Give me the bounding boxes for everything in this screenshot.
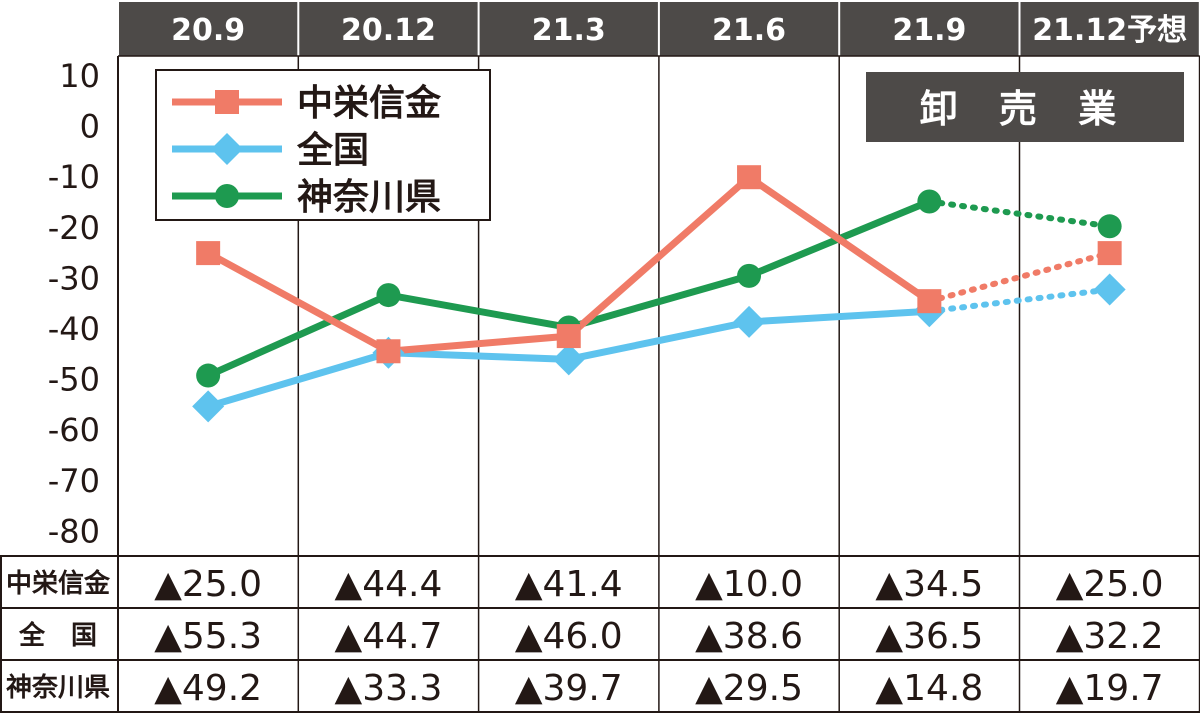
period-header-cell (840, 2, 1019, 56)
y-tick-label: 0 (80, 108, 100, 146)
value-table: 中栄信金 ▲25.0 ▲44.4 ▲41.4 ▲10.0 ▲34.5 ▲25.0 全 国 ▲55… (0, 555, 1200, 713)
y-tick-label: -80 (48, 512, 100, 550)
table-row-label-chuei: 中栄信金 (6, 568, 111, 599)
table-cell-kanagawa: ▲49.2 (154, 668, 262, 709)
table-cell-kanagawa: ▲29.5 (695, 668, 803, 709)
period-label: 21.6 (712, 13, 786, 48)
y-tick-label: 10 (59, 57, 100, 95)
table-cell-national: ▲36.5 (875, 616, 983, 657)
data-point-national (733, 305, 766, 338)
data-point-kanagawa (376, 283, 401, 308)
legend-label-chuei: 中栄信金 (297, 82, 442, 124)
data-point-kanagawa (737, 263, 762, 288)
legend-marker-kanagawa (215, 184, 239, 208)
data-point-chuei (556, 324, 581, 349)
data-point-chuei (917, 289, 942, 314)
sector-badge-bg (866, 72, 1184, 142)
table-cell-kanagawa: ▲39.7 (515, 668, 623, 709)
series-forecast-national (926, 286, 1113, 315)
table-cell-chuei: ▲44.4 (335, 564, 443, 605)
data-point-chuei (196, 241, 221, 266)
table-row-label-kanagawa: 神奈川県 (6, 673, 110, 703)
data-point-national (552, 343, 585, 376)
data-point-kanagawa (917, 189, 942, 214)
table-cell-national: ▲38.6 (695, 616, 803, 657)
period-header: 20.9 20.12 21.3 21.6 21.9 21.12予想 (119, 2, 1199, 56)
table-cell-national: ▲55.3 (154, 616, 262, 657)
table-cell-chuei: ▲25.0 (154, 564, 262, 605)
series-forecast-chuei (926, 250, 1113, 305)
period-label: 21.12予想 (1032, 13, 1187, 48)
table-cell-chuei: ▲10.0 (695, 564, 803, 605)
legend-marker-chuei (215, 90, 239, 114)
data-point-national (192, 390, 225, 423)
y-tick-label: -20 (48, 209, 100, 247)
table-cell-chuei: ▲34.5 (875, 564, 983, 605)
y-tick-label: -40 (48, 310, 100, 348)
legend-marker-national (211, 133, 243, 165)
y-tick-label: -70 (48, 462, 100, 500)
sector-label: 卸 売 業 (920, 87, 1130, 131)
y-tick-label: -10 (48, 158, 100, 196)
table-cell-chuei: ▲41.4 (515, 564, 623, 605)
period-label: 20.9 (171, 13, 245, 48)
data-point-chuei (376, 339, 401, 364)
legend-label-kanagawa: 神奈川県 (297, 177, 441, 218)
period-header-cell (1020, 2, 1199, 56)
y-tick-label: -50 (48, 361, 100, 399)
period-header-cell (479, 2, 658, 56)
y-tick-label: -60 (48, 411, 100, 449)
series-markers (192, 165, 1126, 423)
table-cell-national: ▲46.0 (515, 616, 623, 657)
table-cell-kanagawa: ▲33.3 (335, 668, 443, 709)
data-point-chuei (1097, 241, 1122, 266)
period-label: 21.9 (892, 13, 966, 48)
table-row-label-national: 全 国 (18, 620, 97, 651)
period-label: 21.3 (532, 13, 606, 48)
data-point-kanagawa (196, 363, 221, 388)
period-header-cell (119, 2, 298, 56)
table-cell-national: ▲32.2 (1056, 616, 1164, 657)
table-cell-kanagawa: ▲19.7 (1056, 668, 1164, 709)
period-header-cell (299, 2, 478, 56)
legend-label-national: 全国 (296, 129, 369, 171)
table-cell-chuei: ▲25.0 (1056, 564, 1164, 605)
series-forecast-kanagawa (926, 198, 1113, 230)
period-label: 20.12 (341, 13, 436, 48)
table-cell-kanagawa: ▲14.8 (875, 668, 983, 709)
table-cell-national: ▲44.7 (335, 616, 443, 657)
sector-badge: 卸 売 業 (866, 72, 1184, 142)
y-axis: 10 0 -10 -20 -30 -40 -50 -60 -70 -80 (48, 57, 100, 550)
y-tick-label: -30 (48, 259, 100, 297)
data-point-kanagawa (1097, 214, 1122, 239)
data-point-national (1093, 273, 1126, 306)
data-point-chuei (737, 165, 762, 190)
period-header-cell (659, 2, 839, 56)
